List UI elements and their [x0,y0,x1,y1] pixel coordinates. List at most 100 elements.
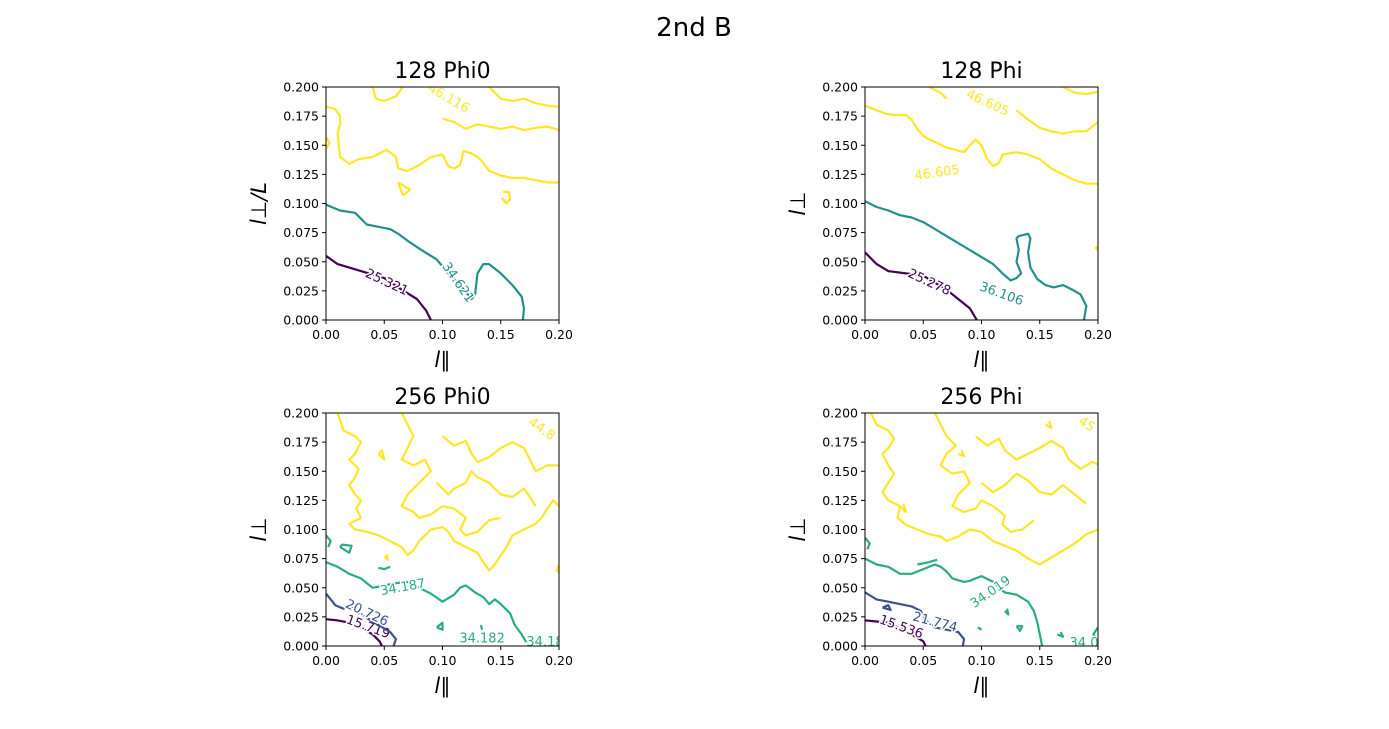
contour-line-level-3-1 [865,537,871,550]
contour-line-level-3-2 [326,105,559,184]
contour-line-level-4-6 [555,564,559,574]
subplot-1: 25.321 34.621 46.116 0.00 0.05 0.10 0.15 0.20 0.… [247,59,573,372]
y-tick-label: 0.075 [283,225,319,240]
y-tick-label: 0.100 [822,522,858,537]
subplot-title: 128 Phi [940,59,1022,84]
subplot-2: 25.278 36.106 46.605 46.605 0.00 0.05 0.10 0.15… [786,59,1112,372]
contour-line-level-4-2 [933,413,1035,533]
contour-line-level-3-6 [397,181,411,197]
y-tick-label: 0.000 [822,639,858,654]
x-axis-label: l∥ [973,348,989,372]
contour-line-level-4-7 [383,553,389,561]
subplot-title: 256 Phi0 [394,385,490,410]
contour-line-level-3-6 [479,624,484,630]
y-tick-label: 0.075 [283,551,319,566]
contour-line-level-3-2 [928,87,948,100]
contour-line-level-4-6 [957,449,966,458]
x-tick-label: 0.05 [909,653,937,668]
contour-line-level-4-5 [377,449,386,461]
contour-line-level-2-1 [326,592,397,646]
contour-line-level-4-7 [1045,420,1053,430]
x-tick-label: 0.10 [429,327,457,342]
contour-line-level-1-1 [326,255,432,320]
y-tick-label: 0.100 [822,196,858,211]
x-tick-label: 0.15 [487,653,515,668]
y-tick-label: 0.075 [822,551,858,566]
contour-line-level-3-4 [1015,109,1098,135]
y-tick-label: 0.100 [283,196,319,211]
y-tick-label: 0.200 [822,406,858,421]
contour-line-level-1-1 [865,619,927,646]
x-tick-label: 0.15 [487,327,515,342]
contour-line-level-3-3 [339,543,353,554]
contour-line-level-4-5 [899,503,907,514]
y-tick-label: 0.125 [822,493,858,508]
contour-lines: 25.278 36.106 46.605 46.605 [865,87,1098,320]
contour-line-level-3-2 [865,557,1044,646]
x-tick-label: 0.10 [968,327,996,342]
contour-label: 44.8 [525,415,557,444]
contour-line-level-3-4 [378,565,391,571]
contour-label: 25.321 [363,266,411,299]
contour-line-level-3-3 [1062,87,1098,96]
y-tick-label: 0.050 [822,580,858,595]
contour-label: 46.116 [425,81,472,117]
y-tick-label: 0.150 [822,138,858,153]
y-axis-label: l⊥/L [247,182,271,225]
y-tick-label: 0.050 [283,254,319,269]
axes-frame [325,86,560,321]
contour-line-level-3-1 [865,104,1098,185]
x-tick-label: 0.15 [1026,653,1054,668]
x-tick-label: 0.00 [851,327,879,342]
subplot-title: 256 Phi [940,385,1022,410]
contour-line-level-3-6 [1056,631,1065,638]
contour-line-level-4-4 [980,472,1087,505]
x-tick-label: 0.05 [370,327,398,342]
contour-line-level-3-7 [977,626,983,631]
x-tick-label: 0.20 [545,653,573,668]
contour-label: 34.187 [379,576,426,599]
contour-label: 34.0 [1070,636,1099,651]
y-tick-label: 0.025 [822,609,858,624]
x-tick-label: 0.20 [545,327,573,342]
y-tick-label: 0.150 [822,464,858,479]
x-tick-label: 0.20 [1084,327,1112,342]
contour-label: 34.621 [438,260,476,306]
contour-label: 46.605 [964,87,1012,120]
y-tick-label: 0.175 [283,109,319,124]
y-axis-label: l⊥ [247,517,271,541]
contour-line-level-3-2 [326,534,332,548]
y-tick-label: 0.175 [283,435,319,450]
contour-line-level-4-4 [435,470,537,507]
contour-label: 36.106 [977,280,1025,310]
y-tick-label: 0.025 [822,283,858,298]
y-tick-label: 0.000 [283,639,319,654]
contour-line-level-4-3 [441,435,559,473]
contour-line-level-3-5 [1015,625,1024,632]
x-tick-label: 0.00 [851,653,879,668]
y-tick-label: 0.050 [822,254,858,269]
x-tick-label: 0.10 [968,653,996,668]
y-axis-label: l⊥ [786,517,810,541]
x-tick-label: 0.20 [1084,653,1112,668]
contour-line-level-3-1 [326,561,531,646]
contour-label: 46.605 [914,163,961,184]
y-tick-label: 0.025 [283,609,319,624]
y-tick-label: 0.125 [283,167,319,182]
x-tick-label: 0.00 [312,653,340,668]
contour-line-level-3-3 [917,558,938,566]
y-tick-label: 0.150 [283,464,319,479]
x-tick-label: 0.15 [1026,327,1054,342]
y-tick-label: 0.000 [822,313,858,328]
contour-line-level-2-1 [865,591,966,646]
x-tick-label: 0.00 [312,327,340,342]
contour-label: 45 [1075,414,1097,436]
contour-line-level-2-1 [865,200,1088,320]
contour-line-level-4-1 [869,413,1098,566]
contour-line-level-3-7 [501,190,512,205]
contour-label: 34.18 [526,635,563,650]
